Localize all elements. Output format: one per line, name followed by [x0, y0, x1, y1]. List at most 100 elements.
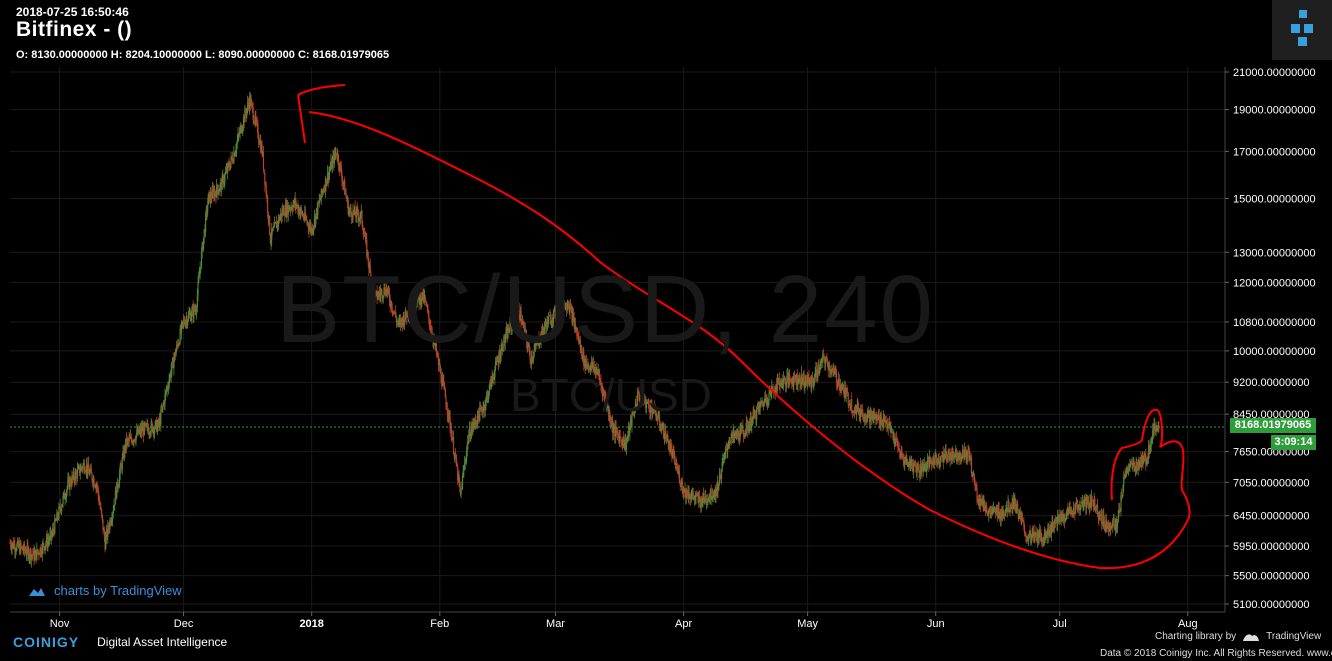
candle-body [749, 424, 751, 430]
candle-body [1082, 501, 1084, 510]
candle-body [104, 537, 106, 550]
candle-body [784, 377, 786, 379]
candle-body [616, 430, 618, 432]
candle-body [391, 309, 393, 311]
candle-body [547, 317, 549, 325]
candle-body [271, 228, 273, 240]
candle-body [477, 410, 479, 416]
candle-body [1046, 532, 1048, 538]
candle-body [205, 209, 207, 215]
candle-body [552, 320, 554, 323]
candle-body [846, 391, 849, 394]
candle-body [480, 408, 482, 410]
candle-body [92, 478, 94, 484]
candle-body [282, 208, 285, 214]
candle-body [16, 540, 19, 545]
candle-body [12, 542, 15, 549]
candle-body [685, 488, 687, 499]
candle-body [10, 543, 12, 547]
candle-body [249, 95, 251, 106]
candle-body [1059, 516, 1061, 520]
candle-body [462, 471, 464, 477]
candle-body [1087, 502, 1089, 504]
candle-body [464, 461, 466, 463]
candle-body [112, 510, 114, 514]
candle-body [248, 104, 250, 109]
candle-body [236, 143, 238, 151]
candle-body [130, 436, 132, 440]
candle-body [336, 154, 338, 159]
candle-body [149, 432, 152, 435]
candle-body [903, 461, 905, 464]
candle-body [460, 488, 462, 495]
price-tick-label: 7050.00000000 [1233, 477, 1309, 489]
charting-library-credit[interactable]: Charting library by TradingView [1155, 631, 1321, 642]
candle-body [681, 480, 683, 490]
candle-body [749, 416, 752, 425]
candle-body [857, 403, 859, 412]
candle-body [559, 306, 561, 313]
price-tick-label: 21000.00000000 [1233, 67, 1316, 79]
candle-body [530, 356, 533, 365]
tradingview-credit-link[interactable]: charts by TradingView [28, 583, 182, 598]
candle-body [491, 376, 493, 379]
candle-body [545, 324, 548, 330]
candle-body [986, 506, 988, 513]
candle-body [721, 462, 723, 472]
candle-body [548, 315, 550, 317]
candle-body [1026, 537, 1028, 539]
candle-body [129, 438, 131, 439]
candle-body [925, 464, 927, 472]
candle-body [200, 267, 202, 269]
candle-body [79, 471, 81, 474]
candle-body [81, 467, 83, 470]
candle-body [762, 401, 764, 405]
candle-body [691, 495, 693, 497]
candle-body [795, 373, 798, 383]
candle-body [107, 525, 109, 538]
coinigy-logo-button[interactable] [1272, 0, 1332, 60]
candle-body [70, 484, 72, 486]
candle-body [123, 451, 125, 459]
candle-body [641, 391, 643, 398]
candle-body [673, 452, 675, 454]
candle-body [634, 411, 636, 414]
candle-body [936, 459, 938, 463]
candle-body [629, 418, 632, 424]
candle-body [498, 351, 500, 364]
candle-body [87, 463, 90, 470]
candle-body [185, 318, 187, 322]
candle-body [113, 504, 115, 511]
candle-body [821, 359, 823, 363]
candle-body [1075, 503, 1077, 505]
candle-body [589, 368, 591, 371]
candle-body [178, 343, 181, 344]
candle-body [935, 454, 937, 456]
candle-body [394, 312, 396, 313]
candle-body [546, 317, 548, 330]
candle-body [1010, 507, 1012, 509]
candle-body [74, 479, 76, 482]
candle-body [1078, 504, 1080, 507]
brand-tagline: Digital Asset Intelligence [97, 635, 228, 649]
candle-body [399, 319, 401, 321]
candle-body [517, 306, 519, 314]
candle-body [815, 369, 818, 378]
candle-body [805, 376, 807, 382]
candle-body [834, 372, 836, 375]
candle-body [825, 356, 827, 360]
candle-body [1119, 509, 1121, 511]
candle-body [600, 381, 602, 386]
candle-body [1066, 508, 1068, 513]
candle-body [924, 464, 926, 466]
candle-body [1116, 526, 1118, 528]
candle-body [977, 500, 979, 502]
candle-body [117, 486, 119, 489]
candle-body [224, 174, 226, 181]
candle-body [632, 412, 634, 415]
candle-body [1134, 469, 1136, 471]
price-tick-label: 17000.00000000 [1233, 146, 1316, 158]
candle-body [643, 399, 645, 402]
price-tick-label: 5950.00000000 [1233, 541, 1309, 553]
